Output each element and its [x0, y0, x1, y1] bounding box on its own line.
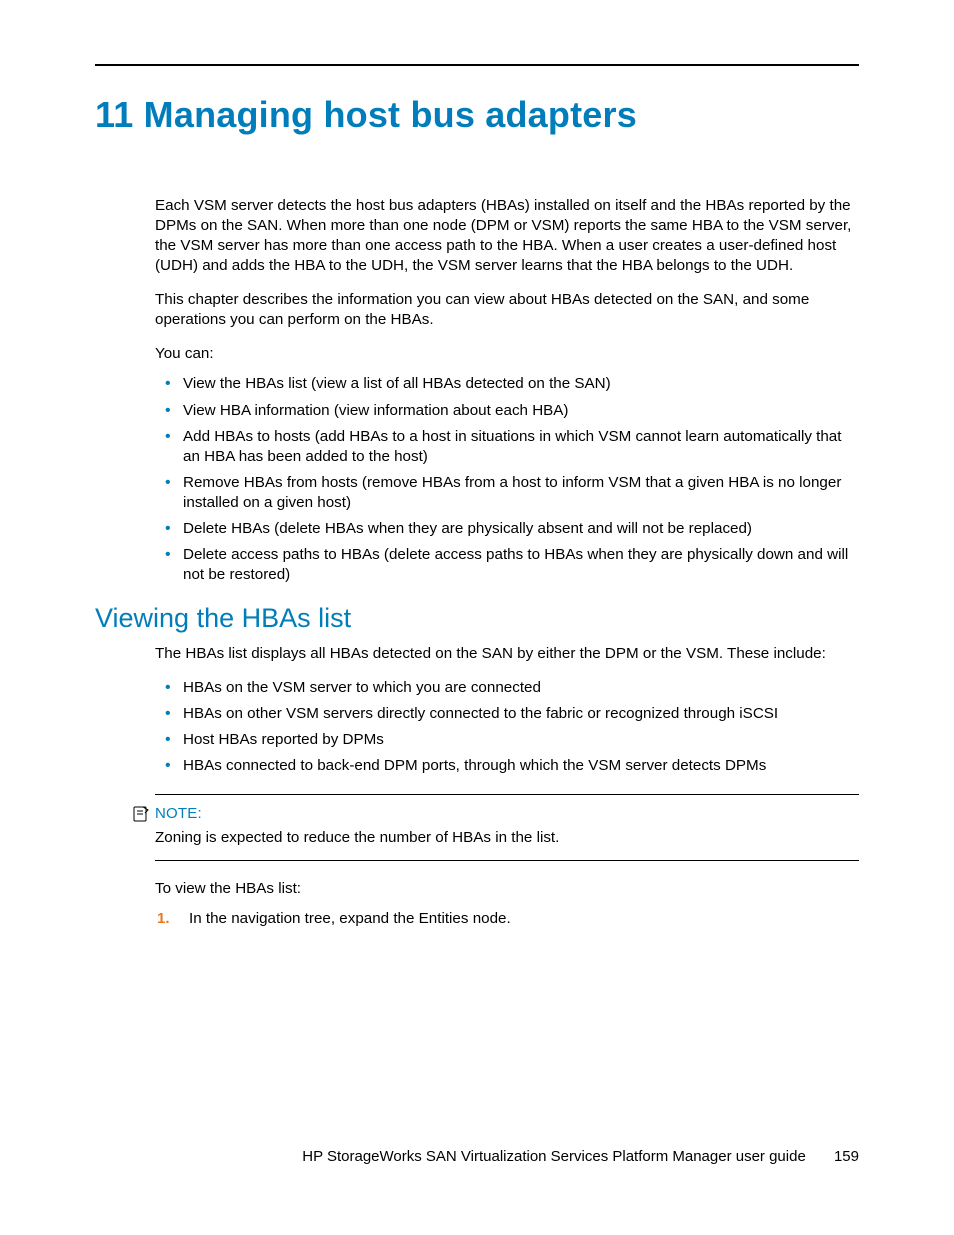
section1-bullet-list: HBAs on the VSM server to which you are …	[155, 678, 859, 776]
section1-lead2: To view the HBAs list:	[155, 879, 859, 899]
list-item: Add HBAs to hosts (add HBAs to a host in…	[155, 427, 859, 467]
list-item: HBAs on other VSM servers directly conne…	[155, 704, 859, 724]
section1-steps: In the navigation tree, expand the Entit…	[155, 909, 859, 929]
note-header: NOTE:	[133, 805, 859, 822]
list-item: Delete access paths to HBAs (delete acce…	[155, 545, 859, 585]
list-item: View the HBAs list (view a list of all H…	[155, 374, 859, 394]
list-item: Remove HBAs from hosts (remove HBAs from…	[155, 473, 859, 513]
list-item: HBAs on the VSM server to which you are …	[155, 678, 859, 698]
intro-paragraph-2: This chapter describes the information y…	[155, 290, 859, 330]
list-item: Delete HBAs (delete HBAs when they are p…	[155, 519, 859, 539]
note-label: NOTE:	[155, 805, 202, 822]
intro-paragraph-1: Each VSM server detects the host bus ada…	[155, 196, 859, 276]
footer-doc-title: HP StorageWorks SAN Virtualization Servi…	[302, 1148, 806, 1165]
list-item: View HBA information (view information a…	[155, 401, 859, 421]
page-footer: HP StorageWorks SAN Virtualization Servi…	[302, 1148, 859, 1165]
note-rule-top	[155, 794, 859, 795]
section1-paragraph-1: The HBAs list displays all HBAs detected…	[155, 644, 859, 664]
body-block: Each VSM server detects the host bus ada…	[155, 196, 859, 585]
chapter-title: 11 Managing host bus adapters	[95, 94, 859, 136]
list-item: Host HBAs reported by DPMs	[155, 730, 859, 750]
step-item: In the navigation tree, expand the Entit…	[155, 909, 859, 929]
intro-lead: You can:	[155, 344, 859, 364]
note-rule-bottom	[155, 860, 859, 861]
note-icon	[133, 806, 149, 822]
note-callout: NOTE: Zoning is expected to reduce the n…	[155, 794, 859, 861]
section1-body: The HBAs list displays all HBAs detected…	[155, 644, 859, 930]
top-rule	[95, 64, 859, 66]
footer-page-number: 159	[834, 1148, 859, 1165]
section-heading-viewing-hbas: Viewing the HBAs list	[95, 603, 859, 634]
note-text: Zoning is expected to reduce the number …	[155, 828, 859, 848]
intro-bullet-list: View the HBAs list (view a list of all H…	[155, 374, 859, 585]
page: 11 Managing host bus adapters Each VSM s…	[0, 0, 954, 1235]
list-item: HBAs connected to back-end DPM ports, th…	[155, 756, 859, 776]
